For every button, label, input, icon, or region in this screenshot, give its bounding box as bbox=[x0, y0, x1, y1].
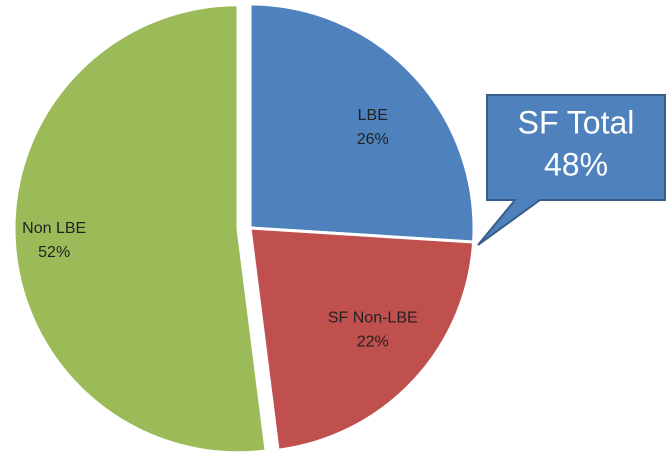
callout-box bbox=[477, 94, 666, 246]
slice-value-label: 52% bbox=[38, 244, 70, 261]
slice-value-label: 22% bbox=[357, 333, 389, 350]
slice-label: Non LBE bbox=[22, 220, 86, 237]
callout-text: SF Total bbox=[518, 104, 635, 140]
slice bbox=[248, 2, 476, 244]
slice-value-label: 26% bbox=[357, 131, 389, 148]
slice-label: LBE bbox=[358, 107, 388, 124]
callout-text: 48% bbox=[544, 146, 608, 182]
slices bbox=[12, 2, 476, 455]
slice bbox=[248, 226, 476, 452]
slice bbox=[12, 3, 268, 455]
slice-label: SF Non-LBE bbox=[328, 309, 418, 326]
